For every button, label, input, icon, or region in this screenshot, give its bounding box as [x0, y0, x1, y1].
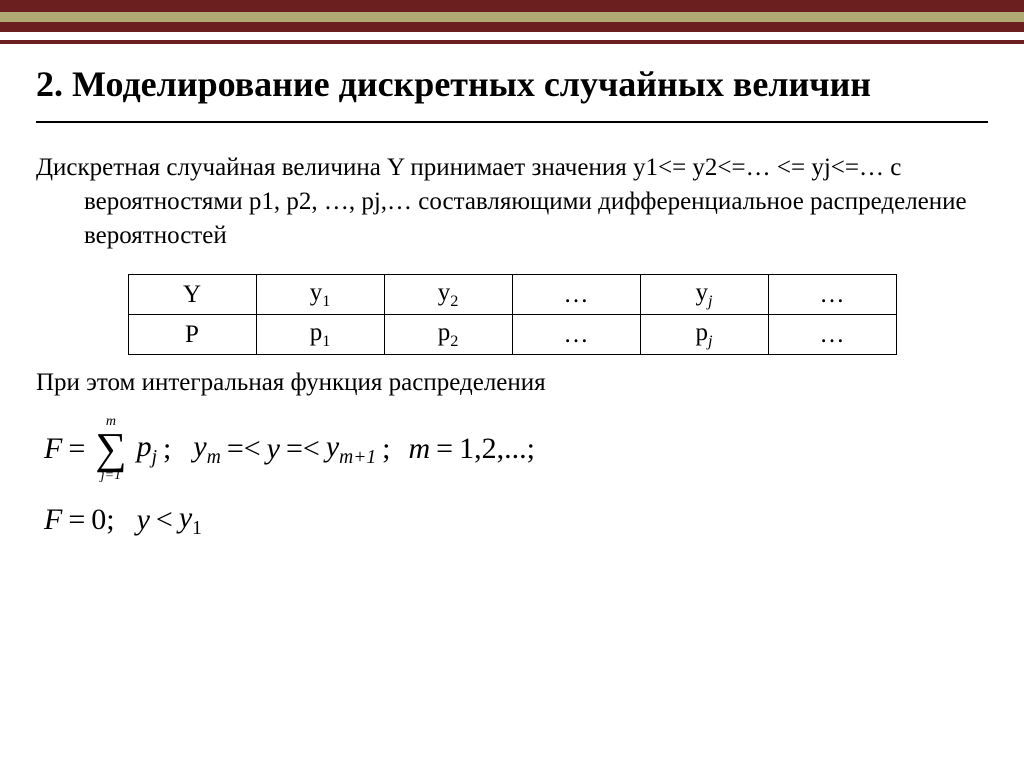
sym-pj: pj [137, 430, 157, 469]
header-bars [0, 0, 1024, 44]
cell-yj: yj [640, 275, 768, 315]
slide-content: 2. Моделирование дискретных случайных ве… [0, 44, 1024, 540]
sym-m: m [409, 432, 431, 466]
sym-y1: y1 [179, 501, 202, 540]
sym-F2: F [44, 503, 62, 537]
bar-gap [0, 32, 1024, 40]
sym-leq2: =< [286, 432, 320, 466]
cell-Y: Y [128, 275, 256, 315]
sym-semi: ; [163, 432, 171, 466]
cell-p1: p1 [256, 315, 384, 355]
sigma-icon: m ∑ j=1 [95, 415, 126, 483]
sym-ym1: ym+1 [326, 430, 376, 469]
cell-dots3: … [512, 315, 640, 355]
title-underline [36, 121, 988, 123]
table-row: Y y1 y2 … yj … [128, 275, 896, 315]
sym-y2: y [137, 503, 150, 537]
cell-y2: y2 [384, 275, 512, 315]
sym-mvals: 1,2,...; [459, 432, 535, 466]
sym-leq: =< [227, 432, 261, 466]
sym-ym: ym [193, 430, 220, 469]
slide-title: 2. Моделирование дискретных случайных ве… [36, 62, 988, 107]
sym-eq: = [68, 432, 85, 466]
sym-eq2: = [436, 432, 453, 466]
sum-lower: j=1 [101, 469, 121, 483]
intro-paragraph: Дискретная случайная величина Y принимае… [36, 151, 988, 252]
table-row: P p1 p2 … pj … [128, 315, 896, 355]
distribution-table: Y y1 y2 … yj … P p1 p2 … pj … [128, 274, 897, 355]
bar-maroon-mid [0, 22, 1024, 32]
formula-1: F = m ∑ j=1 pj ; ym =< y =< ym+1 ; m = 1… [44, 415, 988, 483]
sym-F: F [44, 432, 62, 466]
bar-olive [0, 12, 1024, 22]
subtext: При этом интегральная функция распределе… [36, 369, 988, 397]
sym-eq3: = [68, 503, 85, 537]
cell-pj: pj [640, 315, 768, 355]
cell-P: P [128, 315, 256, 355]
bar-maroon-top [0, 0, 1024, 12]
sigma-symbol: ∑ [95, 429, 126, 469]
cell-dots4: … [768, 315, 896, 355]
sym-lt: < [156, 503, 173, 537]
cell-dots2: … [768, 275, 896, 315]
formula-2: F = 0; y < y1 [44, 501, 988, 540]
cell-y1: y1 [256, 275, 384, 315]
sym-semi2: ; [382, 432, 390, 466]
sym-y: y [267, 432, 280, 466]
sym-zero: 0; [91, 503, 114, 537]
cell-dots: … [512, 275, 640, 315]
cell-p2: p2 [384, 315, 512, 355]
